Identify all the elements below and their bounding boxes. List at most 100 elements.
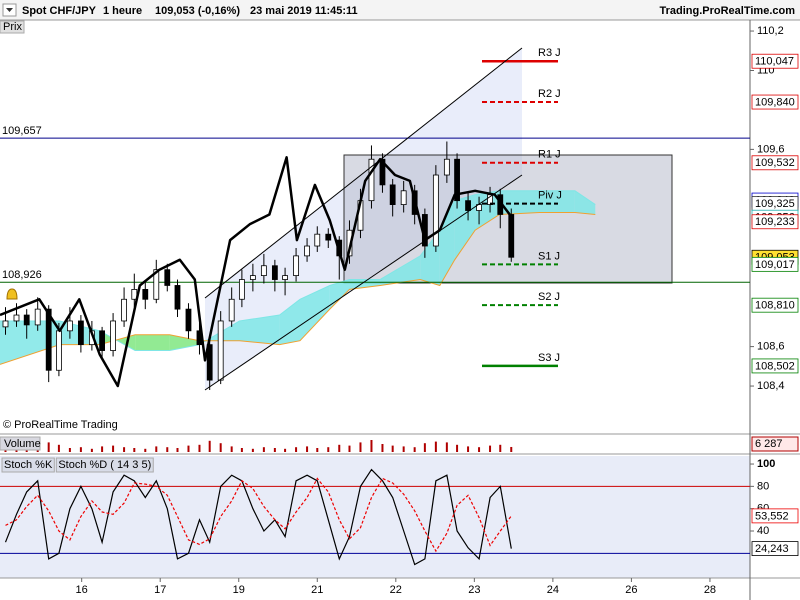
last-value-box (751, 541, 799, 556)
candle-body (454, 158, 460, 202)
last-value-label: 53,552 (755, 510, 789, 522)
x-tick-label: 16 (76, 584, 88, 596)
volume-bar (327, 447, 330, 452)
y-tick-label: 110,2 (757, 25, 784, 37)
y-tick-label: 108,4 (757, 380, 785, 392)
cloud-segment (454, 194, 476, 260)
candle-body (508, 214, 515, 258)
cloud-segment (300, 285, 330, 341)
volume-bar (251, 448, 254, 452)
price-label: 110,047 (755, 56, 794, 68)
volume-bar (413, 447, 416, 452)
cloud-segment (499, 190, 540, 215)
candle-body (379, 158, 386, 186)
candle-body (443, 158, 450, 176)
legend-label: Stoch %K (4, 459, 53, 471)
price-label-box (751, 155, 799, 171)
stoch-background (0, 456, 750, 578)
candle-body (282, 275, 288, 280)
candle-body (34, 308, 41, 326)
volume-bar (240, 448, 243, 452)
volume-bar (489, 445, 492, 452)
candle-body (271, 265, 278, 280)
price-label: 108,810 (755, 300, 795, 312)
volume-bar (262, 447, 265, 452)
price-label: 109,840 (755, 96, 795, 108)
x-tick-label: 26 (625, 584, 637, 596)
level-label: 108,926 (2, 269, 42, 281)
cloud-segment (539, 190, 575, 213)
volume-bar (230, 446, 233, 452)
volume-bar (423, 443, 426, 452)
datetime: 23 mai 2019 11:45:11 (250, 5, 358, 17)
candle-body (13, 314, 20, 322)
volume-bar (90, 448, 93, 452)
volume-bar (219, 443, 222, 452)
volume-bar (47, 442, 50, 452)
last-value-box (751, 508, 799, 524)
volume-bar (112, 445, 115, 452)
volume-bar (176, 448, 179, 452)
site: Trading.ProRealTime.com (659, 5, 795, 17)
candle-body (174, 285, 181, 310)
pivot-label: R2 J (538, 88, 561, 100)
volume-bar (434, 441, 437, 452)
candle-body (249, 275, 256, 280)
cloud-segment (475, 190, 500, 231)
copyright: © ProRealTime Trading (3, 419, 118, 431)
volume-label: Volume (4, 438, 41, 450)
volume-bar (499, 444, 502, 452)
candle-body (66, 320, 73, 332)
price-label-box (751, 358, 799, 374)
x-tick-label: 19 (233, 584, 245, 596)
price-label-box (751, 297, 799, 313)
candle-body (56, 330, 62, 371)
candle-body (368, 158, 375, 202)
cloud-segment (574, 190, 596, 215)
volume-bar (467, 446, 470, 452)
volume-bar (144, 448, 147, 452)
candle-body (45, 308, 52, 371)
volume-last-label: 6 287 (755, 438, 783, 450)
volume-bar (381, 444, 384, 452)
price-label-box (751, 214, 799, 230)
price-label: 109,532 (755, 157, 795, 169)
candle-body (23, 314, 30, 326)
price-label-box (751, 94, 799, 110)
volume-bar (348, 445, 351, 452)
last-value-label: 24,243 (755, 543, 789, 555)
price-label: 109,233 (755, 216, 795, 228)
pivot-label: S2 J (538, 291, 560, 303)
pivot-label: Piv J (538, 190, 562, 202)
candle-body (121, 298, 127, 322)
candle-body (400, 190, 407, 206)
candle-body (142, 289, 149, 300)
legend-box (1, 457, 55, 473)
volume-bar (316, 448, 319, 452)
volume-bar (123, 447, 126, 452)
candle-body (293, 255, 299, 277)
volume-bar (187, 445, 190, 452)
candle-body (206, 344, 213, 381)
candle-body (153, 269, 160, 300)
price-label: 109,017 (755, 259, 795, 271)
candle-body (217, 320, 224, 381)
candle-body (389, 184, 396, 206)
channel-lines (204, 47, 523, 391)
y-tick-label: 80 (757, 480, 769, 492)
y-tick-label: 109,6 (757, 143, 785, 155)
volume-bar (338, 444, 341, 452)
cloud-segment (0, 321, 60, 365)
cloud-segment (169, 334, 200, 351)
volume-bar (391, 445, 394, 452)
legend-box (55, 457, 154, 473)
candle-body (99, 330, 105, 351)
candle-body (304, 245, 310, 257)
x-tick-label: 28 (704, 584, 716, 596)
channel-line (204, 47, 523, 299)
volume-bar (273, 448, 276, 452)
alert-bell[interactable] (6, 288, 18, 300)
x-tick-label: 22 (390, 584, 402, 596)
volume-bar (68, 448, 71, 452)
volume-bar (295, 447, 298, 452)
